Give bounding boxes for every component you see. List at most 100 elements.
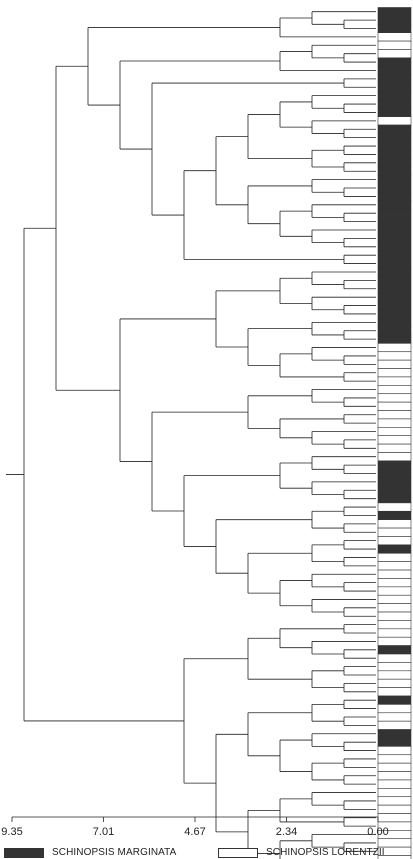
leaf-lorentzii <box>377 427 412 437</box>
leaf-marginata <box>377 166 412 176</box>
leaf-marginata <box>377 141 412 151</box>
leaf-marginata <box>377 7 412 17</box>
leaf-lorentzii <box>377 443 412 453</box>
legend-item-marginata: SCHINOPSIS MARGINATA <box>4 846 176 859</box>
leaf-lorentzii <box>377 116 412 126</box>
leaf-marginata <box>377 133 412 143</box>
leaf-lorentzii <box>377 519 412 529</box>
leaf-marginata <box>377 695 412 705</box>
leaf-lorentzii <box>377 653 412 663</box>
legend-label-lorentzii: SCHINOPSIS LORENTZII <box>266 847 385 858</box>
leaf-marginata <box>377 208 412 218</box>
leaf-marginata <box>377 242 412 252</box>
axis-tick-label: 2.34 <box>276 826 297 838</box>
leaf-lorentzii <box>377 771 412 781</box>
leaf-marginata <box>377 191 412 201</box>
leaf-marginata <box>377 334 412 344</box>
leaf-marginata <box>377 317 412 327</box>
leaf-lorentzii <box>377 687 412 697</box>
leaf-marginata <box>377 200 412 210</box>
leaf-lorentzii <box>377 720 412 730</box>
leaf-lorentzii <box>377 586 412 596</box>
leaf-lorentzii <box>377 49 412 59</box>
leaf-marginata <box>377 23 412 33</box>
leaf-marginata <box>377 183 412 193</box>
dendrogram-branches <box>6 11 376 859</box>
leaf-marginata <box>377 544 412 554</box>
leaf-marginata <box>377 250 412 260</box>
leaf-lorentzii <box>377 678 412 688</box>
leaf-marginata <box>377 309 412 319</box>
leaf-lorentzii <box>377 704 412 714</box>
leaf-marginata <box>377 737 412 747</box>
legend-swatch-lorentzii <box>218 847 258 858</box>
leaf-lorentzii <box>377 746 412 756</box>
leaf-marginata <box>377 225 412 235</box>
leaf-lorentzii <box>377 636 412 646</box>
leaf-lorentzii <box>377 662 412 672</box>
leaf-lorentzii <box>377 435 412 445</box>
leaf-lorentzii <box>377 855 412 859</box>
leaf-marginata <box>377 468 412 478</box>
leaf-marginata <box>377 15 412 25</box>
leaf-marginata <box>377 510 412 520</box>
leaf-lorentzii <box>377 40 412 50</box>
leaf-marginata <box>377 107 412 117</box>
axis-tick-label: 9.35 <box>1 826 22 838</box>
leaf-lorentzii <box>377 376 412 386</box>
leaf-marginata <box>377 259 412 269</box>
leaf-lorentzii <box>377 359 412 369</box>
leaf-lorentzii <box>377 754 412 764</box>
leaf-marginata <box>377 82 412 92</box>
axis-tick-label: 0.00 <box>367 826 388 838</box>
leaf-lorentzii <box>377 418 412 428</box>
leaf-marginata <box>377 175 412 185</box>
leaf-lorentzii <box>377 32 412 42</box>
legend-item-lorentzii: SCHINOPSIS LORENTZII <box>218 846 385 859</box>
leaf-lorentzii <box>377 603 412 613</box>
leaf-classification-strip <box>377 7 412 859</box>
leaf-lorentzii <box>377 401 412 411</box>
distance-axis: 9.35 7.01 4.67 2.34 0.00 <box>1 816 389 838</box>
leaf-lorentzii <box>377 536 412 546</box>
legend-swatch-marginata <box>4 847 44 858</box>
leaf-lorentzii <box>377 561 412 571</box>
leaf-lorentzii <box>377 762 412 772</box>
leaf-lorentzii <box>377 578 412 588</box>
leaf-marginata <box>377 460 412 470</box>
leaf-lorentzii <box>377 712 412 722</box>
leaf-marginata <box>377 124 412 134</box>
leaf-lorentzii <box>377 670 412 680</box>
leaf-marginata <box>377 284 412 294</box>
leaf-marginata <box>377 57 412 67</box>
leaf-marginata <box>377 326 412 336</box>
leaf-lorentzii <box>377 351 412 361</box>
leaf-marginata <box>377 217 412 227</box>
leaf-lorentzii <box>377 527 412 537</box>
leaf-marginata <box>377 149 412 159</box>
leaf-lorentzii <box>377 611 412 621</box>
leaf-marginata <box>377 99 412 109</box>
leaf-marginata <box>377 494 412 504</box>
leaf-lorentzii <box>377 410 412 420</box>
leaf-lorentzii <box>377 452 412 462</box>
legend-label-marginata: SCHINOPSIS MARGINATA <box>52 847 177 858</box>
leaf-lorentzii <box>377 628 412 638</box>
leaf-marginata <box>377 91 412 101</box>
leaf-lorentzii <box>377 393 412 403</box>
leaf-marginata <box>377 645 412 655</box>
leaf-marginata <box>377 158 412 168</box>
leaf-lorentzii <box>377 343 412 353</box>
leaf-marginata <box>377 292 412 302</box>
leaf-lorentzii <box>377 502 412 512</box>
leaf-marginata <box>377 65 412 75</box>
leaf-lorentzii <box>377 569 412 579</box>
leaf-lorentzii <box>377 779 412 789</box>
leaf-marginata <box>377 477 412 487</box>
legend: SCHINOPSIS MARGINATA SCHINOPSIS LORENTZI… <box>0 846 413 859</box>
leaf-marginata <box>377 729 412 739</box>
leaf-lorentzii <box>377 552 412 562</box>
leaf-lorentzii <box>377 788 412 798</box>
leaf-lorentzii <box>377 796 412 806</box>
